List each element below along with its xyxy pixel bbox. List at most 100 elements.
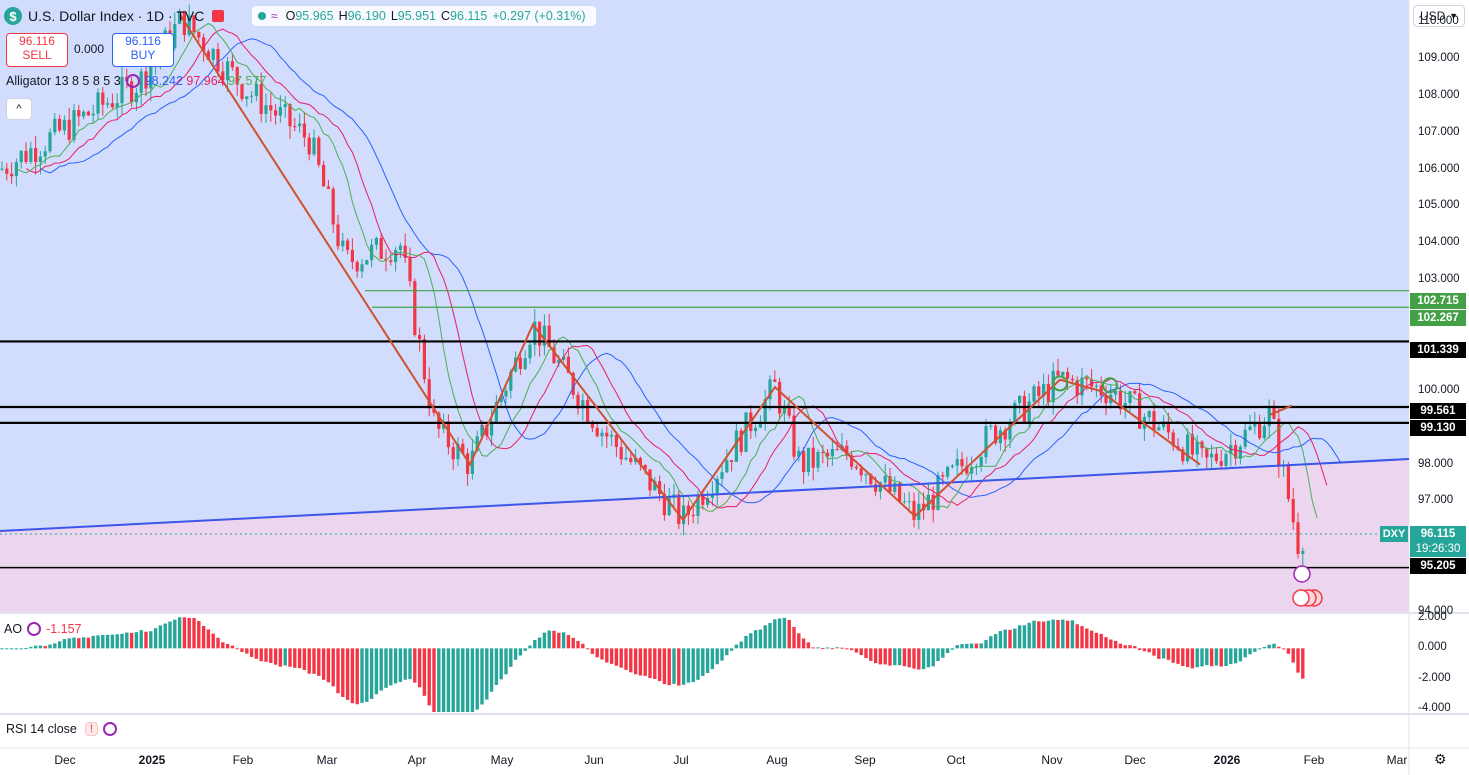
candle-body [269,105,273,111]
gear-icon[interactable]: ⚙ [1434,751,1447,767]
ao-bar [149,631,153,649]
ao-bar [173,619,177,649]
level-tag-95205: 95.205 [1410,558,1466,574]
ao-bar [216,637,220,649]
lower-zone [0,459,1409,612]
candle-body [696,495,700,517]
ao-bar [1214,648,1219,666]
alligator-lips-value: 97.577 [228,74,267,88]
candle-body [360,264,364,272]
refresh-icon[interactable] [125,74,140,88]
candle-body [278,107,282,116]
candle-body [797,450,801,457]
candle-body [1186,434,1190,462]
ao-bar [81,637,86,649]
rsi-legend[interactable]: RSI 14 close ! [6,722,122,736]
candle-body [466,453,470,474]
ao-bar [105,634,110,649]
candle-body [197,31,201,38]
ao-bar [187,617,191,649]
candle-body [739,430,743,452]
ao-bar [581,643,585,649]
ao-bar [1291,648,1295,663]
ao-bar [686,648,691,683]
candle-body [101,92,105,105]
candle-body [763,399,767,422]
candle-body [374,237,378,245]
candle-body [595,427,599,437]
candle-body [384,258,388,261]
candle-body [1018,395,1022,404]
candle-body [778,381,782,414]
candle-body [782,407,786,414]
ao-bar [691,648,695,683]
buy-button[interactable]: 96.116 BUY [112,33,174,67]
candle-body [1094,385,1098,387]
ao-bar [629,648,633,673]
ao-bar [168,621,172,649]
high-label: H [338,9,348,23]
sell-button[interactable]: 96.116 SELL [6,33,68,67]
candle-body [235,67,239,85]
candle-body [1157,427,1161,431]
compare-icon[interactable]: ≈ [271,9,278,23]
ao-bar [1253,648,1257,652]
candle-body [58,118,62,131]
rsi-refresh-icon[interactable] [102,722,117,736]
ao-bar [134,632,139,649]
symbol-title[interactable]: U.S. Dollar Index · 1D · TVC [28,8,205,24]
candle-body [614,434,618,448]
candle-body [720,472,724,479]
ao-bar [211,633,215,649]
candle-body [912,500,916,521]
candle-body [274,110,278,116]
candle-body [5,168,9,174]
ao-bar [139,630,143,649]
ao-bar [773,619,777,649]
candle-body [1013,403,1017,424]
ao-bar [893,648,897,666]
ao-legend[interactable]: AO -1.157 [4,622,82,636]
ao-bar [1089,630,1094,649]
warning-icon[interactable]: ! [84,722,98,736]
candle-body [773,379,777,382]
collapse-legend-button[interactable]: ^ [6,98,32,120]
ao-bar [888,648,892,666]
ao-tick: 0.000 [1418,641,1447,654]
candle-body [1248,426,1252,430]
flag-icon[interactable] [212,10,225,22]
candle-body [446,421,450,448]
ao-bar [1123,645,1127,649]
ao-bar [144,631,148,649]
candle-body [1195,441,1199,455]
ao-bar [974,643,979,649]
candle-body [902,501,906,503]
candle-body [1219,461,1223,466]
alligator-legend[interactable]: Alligator 13 8 5 8 5 3 98.242 97.964 97.… [6,74,266,88]
sell-label: SELL [22,48,52,62]
symbol-header[interactable]: $ U.S. Dollar Index · 1D · TVC [4,5,225,27]
candle-body [494,402,498,422]
candle-body [845,445,849,456]
currency-selector[interactable]: USD ▼ [1413,5,1465,27]
candle-body [878,482,882,492]
ao-refresh-icon[interactable] [27,622,42,636]
candle-body [240,84,244,99]
price-tick: 110.000 [1418,15,1459,28]
candle-body [691,514,695,517]
ao-bar [86,637,91,649]
candle-body [245,96,249,99]
candle-body [173,23,177,48]
candle-body [970,467,974,474]
ao-bar [14,648,19,650]
candle-body [408,257,412,282]
candle-body [19,150,23,163]
candle-body [581,400,585,409]
ao-bar [557,632,561,649]
buy-price: 96.116 [125,34,161,48]
price-tick: 94.000 [1418,605,1454,617]
candle-body [86,111,90,116]
candle-body [883,476,887,483]
candle-body [24,150,28,162]
